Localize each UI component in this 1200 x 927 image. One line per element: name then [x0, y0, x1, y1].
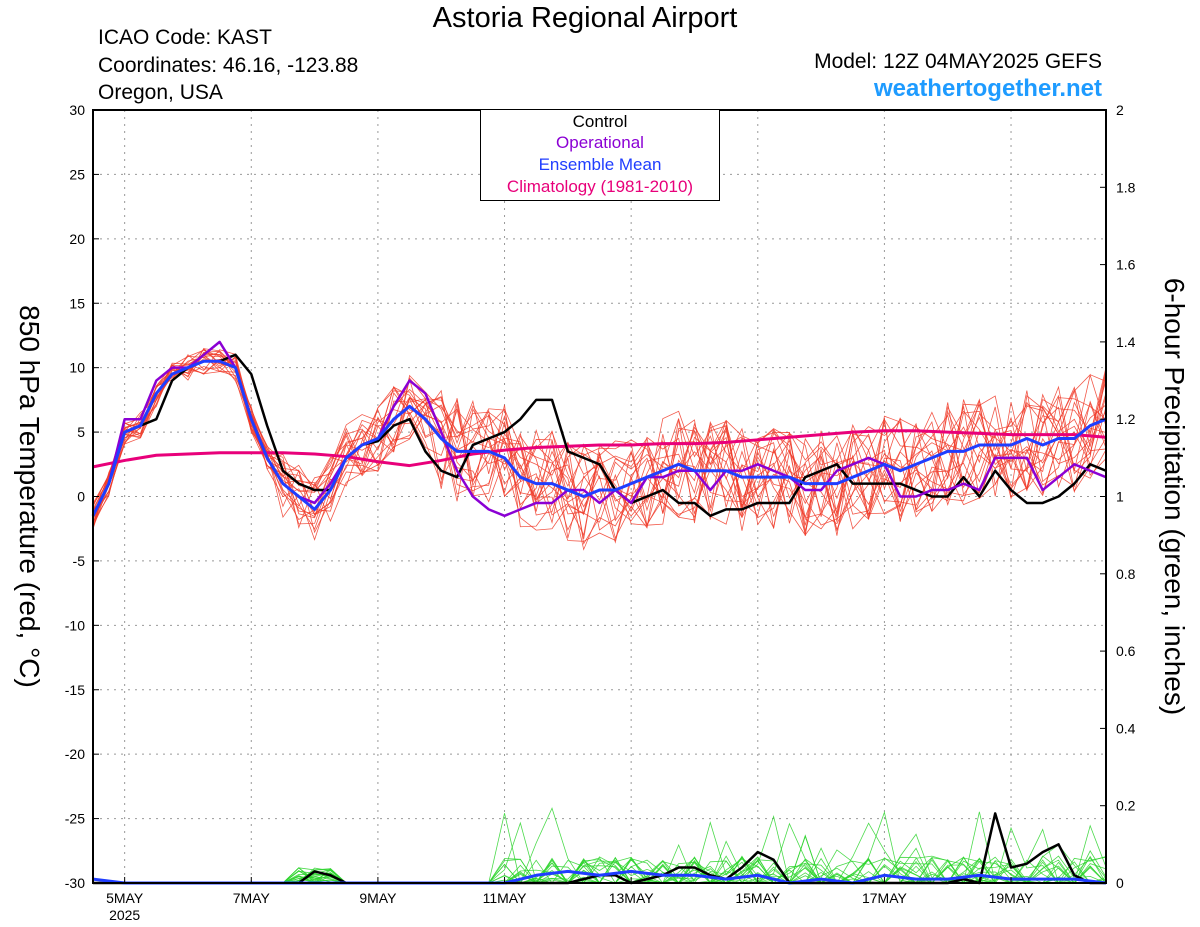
x-tick-label: 17MAY [862, 890, 908, 906]
y-left-tick-label: 20 [69, 231, 85, 247]
y-left-tick-label: 5 [77, 424, 85, 440]
y-left-tick-label: -20 [65, 746, 85, 762]
x-tick-label: 13MAY [609, 890, 655, 906]
y-right-tick-label: 1 [1116, 489, 1124, 505]
x-tick-label: 7MAY [233, 890, 271, 906]
y-right-axis-label: 6-hour Precipitation (green, inches) [1159, 278, 1190, 715]
x-tick-label: 5MAY [106, 890, 144, 906]
ensemble-mean-left-line [91, 359, 1107, 517]
y-left-tick-label: 10 [69, 360, 85, 376]
y-right-tick-label: 0.4 [1116, 720, 1136, 736]
x-tick-label: 19MAY [989, 890, 1035, 906]
x-tick-sublabel: 2025 [109, 907, 140, 923]
ensemble-mean-right-line [92, 869, 1107, 885]
legend-ensemble-mean: Ensemble Mean [538, 155, 662, 174]
x-tick-label: 15MAY [735, 890, 781, 906]
y-right-tick-label: 0.2 [1116, 798, 1136, 814]
y-left-tick-label: 15 [69, 295, 85, 311]
ensemble-member-temp-line [92, 356, 1107, 537]
model-run: Model: 12Z 04MAY2025 GEFS [814, 50, 1102, 73]
y-right-tick-label: 0.6 [1116, 643, 1136, 659]
brand-link[interactable]: weathertogether.net [873, 75, 1102, 102]
ensemble-member-temp-line [92, 354, 1107, 530]
y-right-tick-label: 1.4 [1116, 334, 1136, 350]
climatology-1981-2010-left-line [92, 429, 1107, 469]
x-tick-label: 11MAY [483, 890, 527, 906]
coordinates: Coordinates: 46.16, -123.88 [98, 54, 359, 77]
y-right-tick-label: 1.2 [1116, 411, 1136, 427]
x-tick-label: 9MAY [359, 890, 397, 906]
y-left-tick-label: -25 [65, 811, 85, 827]
y-left-tick-label: 0 [77, 489, 85, 505]
legend-climatology: Climatology (1981-2010) [506, 177, 694, 196]
y-right-tick-label: 1.8 [1116, 179, 1136, 195]
y-left-tick-label: -30 [65, 875, 85, 891]
legend-control: Control [572, 112, 628, 131]
y-left-tick-label: -5 [73, 553, 86, 569]
y-right-tick-label: 0.8 [1116, 566, 1136, 582]
legend-operational: Operational [556, 133, 644, 152]
y-left-tick-label: 30 [69, 102, 85, 118]
legend: Control Operational Ensemble Mean Climat… [480, 109, 720, 201]
ensemble-member-temp-line [92, 348, 1107, 525]
y-left-tick-label: 25 [69, 166, 85, 182]
y-right-tick-label: 2 [1116, 102, 1124, 118]
icao-code: ICAO Code: KAST [98, 26, 272, 49]
y-left-tick-label: -15 [65, 682, 85, 698]
location: Oregon, USA [98, 81, 223, 104]
y-right-tick-label: 1.6 [1116, 257, 1136, 273]
control-left-line [91, 353, 1107, 518]
y-right-tick-label: 0 [1116, 875, 1124, 891]
chart-title: Astoria Regional Airport [432, 2, 738, 34]
y-left-tick-label: -10 [65, 617, 85, 633]
y-left-axis-label: 850 hPa Temperature (red, °C) [14, 305, 45, 688]
